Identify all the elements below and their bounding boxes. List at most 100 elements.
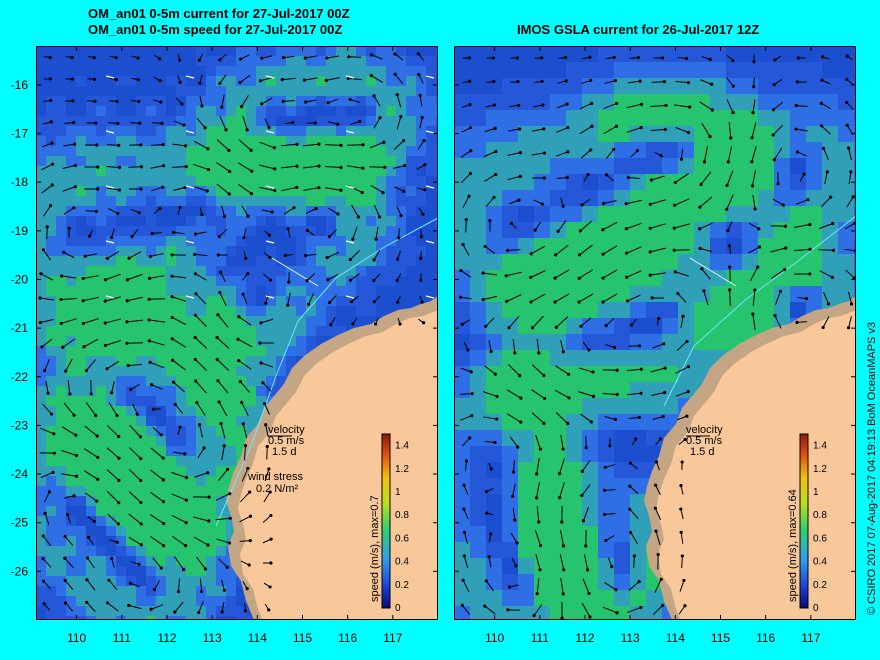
speed-cell	[46, 436, 56, 446]
speed-cell	[56, 126, 66, 136]
velocity-arrow	[107, 143, 121, 147]
speed-cell	[46, 326, 56, 336]
speed-cell	[166, 446, 176, 456]
speed-cell	[86, 476, 96, 486]
speed-cell	[106, 196, 116, 206]
speed-cell	[206, 396, 216, 406]
velocity-arrow	[193, 335, 208, 349]
speed-cell	[246, 336, 256, 346]
speed-cell	[136, 176, 146, 186]
velocity-arrow	[560, 601, 564, 620]
velocity-arrow	[131, 77, 140, 82]
speed-cell	[598, 430, 614, 446]
speed-cell	[76, 106, 86, 116]
speed-cell	[566, 606, 582, 620]
velocity-arrow	[560, 505, 564, 524]
speed-cell	[806, 126, 822, 142]
speed-cell	[346, 66, 356, 76]
velocity-arrow	[679, 507, 684, 520]
speed-cell	[470, 366, 486, 382]
speed-cell	[630, 158, 646, 174]
speed-cell	[502, 126, 518, 142]
speed-cell	[56, 276, 66, 286]
speed-cell	[176, 156, 186, 166]
speed-cell	[598, 462, 614, 478]
speed-cell	[216, 616, 226, 620]
speed-cell	[76, 136, 86, 146]
velocity-arrow	[418, 318, 426, 325]
speed-cell	[146, 456, 156, 466]
speed-cell	[186, 356, 196, 366]
speed-cell	[376, 286, 386, 296]
velocity-arrow	[41, 248, 52, 261]
speed-cell	[306, 286, 316, 296]
speed-cell	[66, 446, 76, 456]
speed-cell	[266, 226, 276, 236]
velocity-arrow	[772, 79, 783, 87]
speed-cell	[406, 216, 416, 226]
speed-cell	[226, 416, 236, 426]
speed-cell	[36, 66, 46, 76]
speed-cell	[534, 302, 550, 318]
velocity-arrow	[583, 172, 590, 182]
speed-cell	[246, 46, 256, 56]
speed-cell	[710, 286, 726, 302]
speed-cell	[166, 496, 176, 506]
velocity-arrow	[218, 53, 227, 62]
map-frame	[36, 46, 438, 620]
velocity-arrow	[259, 141, 277, 150]
speed-cell	[326, 146, 336, 156]
speed-cell	[196, 326, 206, 336]
speed-cell	[502, 366, 518, 382]
speed-cell	[46, 206, 56, 216]
speed-cell	[336, 96, 346, 106]
wind-stress-arrow	[105, 240, 115, 244]
velocity-arrow	[554, 316, 568, 329]
velocity-arrow	[264, 423, 269, 438]
velocity-arrow	[86, 121, 98, 125]
speed-cell	[146, 516, 156, 526]
speed-cell	[406, 296, 416, 306]
velocity-arrow	[105, 360, 120, 371]
velocity-arrow	[64, 358, 73, 373]
speed-cell	[356, 306, 366, 316]
speed-cell	[614, 254, 630, 270]
speed-cell	[176, 176, 186, 186]
speed-cell	[614, 366, 630, 382]
speed-cell	[246, 246, 256, 256]
speed-cell	[366, 146, 376, 156]
speed-cell	[710, 110, 726, 126]
speed-cell	[46, 196, 56, 206]
velocity-arrow	[845, 100, 854, 110]
velocity-arrow	[650, 127, 667, 132]
velocity-arrow	[536, 339, 541, 355]
velocity-arrow	[629, 318, 637, 327]
speed-cell	[236, 416, 246, 426]
speed-cell	[106, 146, 116, 156]
speed-cell	[46, 456, 56, 466]
speed-cell	[296, 156, 306, 166]
speed-cell	[566, 414, 582, 430]
speed-cell	[598, 206, 614, 222]
speed-cell	[76, 266, 86, 276]
speed-cell	[206, 386, 216, 396]
velocity-arrow	[177, 425, 182, 436]
speed-cell	[550, 366, 566, 382]
speed-cell	[76, 536, 86, 546]
speed-cell	[502, 382, 518, 398]
speed-cell	[36, 46, 46, 56]
speed-cell	[742, 254, 758, 270]
speed-cell	[106, 556, 116, 566]
velocity-arrow	[193, 231, 207, 236]
speed-cell	[774, 62, 790, 78]
speed-cell	[96, 266, 106, 276]
speed-cell	[126, 206, 136, 216]
speed-cell	[646, 110, 662, 126]
speed-cell	[176, 336, 186, 346]
speed-cell	[176, 286, 186, 296]
speed-cell	[614, 78, 630, 94]
speed-cell	[116, 116, 126, 126]
velocity-arrow	[799, 172, 806, 183]
speed-cell	[518, 526, 534, 542]
speed-cell	[646, 414, 662, 430]
